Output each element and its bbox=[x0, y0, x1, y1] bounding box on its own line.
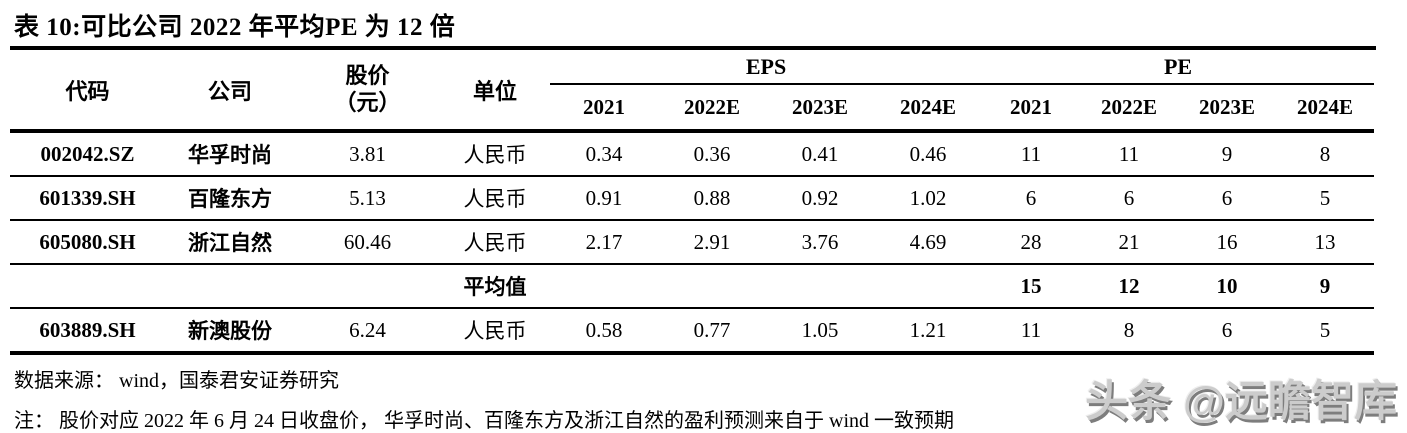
cell-eps-2023e: 0.41 bbox=[766, 131, 874, 177]
header-eps-2021: 2021 bbox=[550, 84, 658, 133]
cell-eps-2021: 0.91 bbox=[550, 176, 658, 221]
header-eps-group: EPS bbox=[550, 50, 983, 85]
cell-price: 3.81 bbox=[295, 131, 440, 177]
cell-price: 6.24 bbox=[295, 308, 440, 355]
table-header: 代码 公司 股价 （元） 单位 EPS PE 2021 2022E 2023E … bbox=[10, 50, 1375, 133]
table-row-average: 平均值 15 12 10 9 bbox=[10, 264, 1375, 309]
data-source-note: 数据来源： wind，国泰君安证券研究 bbox=[14, 370, 339, 392]
cell-unit: 人民币 bbox=[440, 131, 550, 177]
header-price: 股价 （元） bbox=[295, 50, 440, 133]
table-row: 603889.SH 新澳股份 6.24 人民币 0.58 0.77 1.05 1… bbox=[10, 308, 1375, 355]
cell-eps-2022e: 2.91 bbox=[658, 220, 766, 265]
cell-unit: 人民币 bbox=[440, 220, 550, 265]
cell-pe-2023e: 9 bbox=[1178, 131, 1277, 177]
cell-code: 603889.SH bbox=[10, 308, 165, 355]
cell-eps-2021: 2.17 bbox=[550, 220, 658, 265]
cell-pe-2022e: 11 bbox=[1080, 131, 1179, 177]
cell-average-label: 平均值 bbox=[440, 264, 550, 309]
cell-price: 60.46 bbox=[295, 220, 440, 265]
header-pe-2024e: 2024E bbox=[1276, 84, 1375, 133]
header-company: 公司 bbox=[165, 50, 295, 133]
header-code: 代码 bbox=[10, 50, 165, 133]
cell-eps-2024e: 0.46 bbox=[874, 131, 983, 177]
cell-unit: 人民币 bbox=[440, 308, 550, 355]
cell-pe-2021: 11 bbox=[982, 131, 1081, 177]
cell-pe-2022e: 8 bbox=[1080, 308, 1179, 355]
header-pe-2021: 2021 bbox=[982, 84, 1081, 133]
table-row: 605080.SH 浙江自然 60.46 人民币 2.17 2.91 3.76 … bbox=[10, 220, 1375, 265]
cell-eps-2024e: 1.02 bbox=[874, 176, 983, 221]
cell-eps-2021: 0.58 bbox=[550, 308, 658, 355]
cell-company: 华孚时尚 bbox=[165, 131, 295, 177]
cell-eps-2021: 0.34 bbox=[550, 131, 658, 177]
cell-company bbox=[165, 264, 295, 309]
cell-pe-2021: 28 bbox=[982, 220, 1081, 265]
cell-eps-2023e: 3.76 bbox=[766, 220, 874, 265]
cell-pe-2022e: 12 bbox=[1080, 264, 1179, 309]
cell-pe-2023e: 6 bbox=[1178, 176, 1277, 221]
cell-eps-2022e: 0.88 bbox=[658, 176, 766, 221]
cell-price: 5.13 bbox=[295, 176, 440, 221]
comparable-companies-table: 代码 公司 股价 （元） 单位 EPS PE 2021 2022E 2023E … bbox=[10, 50, 1375, 355]
cell-pe-2023e: 6 bbox=[1178, 308, 1277, 355]
header-unit: 单位 bbox=[440, 50, 550, 133]
cell-code: 601339.SH bbox=[10, 176, 165, 221]
table-title: 表 10:可比公司 2022 年平均PE 为 12 倍 bbox=[10, 0, 1376, 50]
cell-eps-2024e bbox=[874, 264, 983, 309]
table-row: 002042.SZ 华孚时尚 3.81 人民币 0.34 0.36 0.41 0… bbox=[10, 131, 1375, 177]
cell-eps-2024e: 1.21 bbox=[874, 308, 983, 355]
cell-pe-2024e: 13 bbox=[1276, 220, 1375, 265]
cell-pe-2024e: 9 bbox=[1276, 264, 1375, 309]
cell-pe-2021: 11 bbox=[982, 308, 1081, 355]
cell-pe-2022e: 21 bbox=[1080, 220, 1179, 265]
table-row: 601339.SH 百隆东方 5.13 人民币 0.91 0.88 0.92 1… bbox=[10, 176, 1375, 221]
cell-code: 002042.SZ bbox=[10, 131, 165, 177]
toutiao-watermark: 头条 @远瞻智库 bbox=[1085, 378, 1397, 426]
cell-eps-2022e: 0.36 bbox=[658, 131, 766, 177]
cell-eps-2022e bbox=[658, 264, 766, 309]
cell-unit: 人民币 bbox=[440, 176, 550, 221]
cell-eps-2022e: 0.77 bbox=[658, 308, 766, 355]
cell-pe-2021: 6 bbox=[982, 176, 1081, 221]
cell-pe-2024e: 8 bbox=[1276, 131, 1375, 177]
cell-price bbox=[295, 264, 440, 309]
header-price-line2: （元） bbox=[334, 89, 401, 115]
cell-pe-2021: 15 bbox=[982, 264, 1081, 309]
cell-company: 百隆东方 bbox=[165, 176, 295, 221]
cell-code: 605080.SH bbox=[10, 220, 165, 265]
cell-company: 浙江自然 bbox=[165, 220, 295, 265]
cell-pe-2024e: 5 bbox=[1276, 176, 1375, 221]
cell-pe-2024e: 5 bbox=[1276, 308, 1375, 355]
cell-pe-2022e: 6 bbox=[1080, 176, 1179, 221]
header-eps-2023e: 2023E bbox=[766, 84, 874, 133]
cell-pe-2023e: 16 bbox=[1178, 220, 1277, 265]
header-pe-group: PE bbox=[982, 50, 1375, 85]
cell-company: 新澳股份 bbox=[165, 308, 295, 355]
cell-pe-2023e: 10 bbox=[1178, 264, 1277, 309]
cell-eps-2023e bbox=[766, 264, 874, 309]
cell-eps-2023e: 1.05 bbox=[766, 308, 874, 355]
cell-code bbox=[10, 264, 165, 309]
header-pe-2023e: 2023E bbox=[1178, 84, 1277, 133]
header-price-line1: 股价 bbox=[345, 63, 390, 89]
header-eps-2022e: 2022E bbox=[658, 84, 766, 133]
cell-eps-2023e: 0.92 bbox=[766, 176, 874, 221]
header-eps-2024e: 2024E bbox=[874, 84, 983, 133]
cell-eps-2024e: 4.69 bbox=[874, 220, 983, 265]
header-pe-2022e: 2022E bbox=[1080, 84, 1179, 133]
cell-eps-2021 bbox=[550, 264, 658, 309]
